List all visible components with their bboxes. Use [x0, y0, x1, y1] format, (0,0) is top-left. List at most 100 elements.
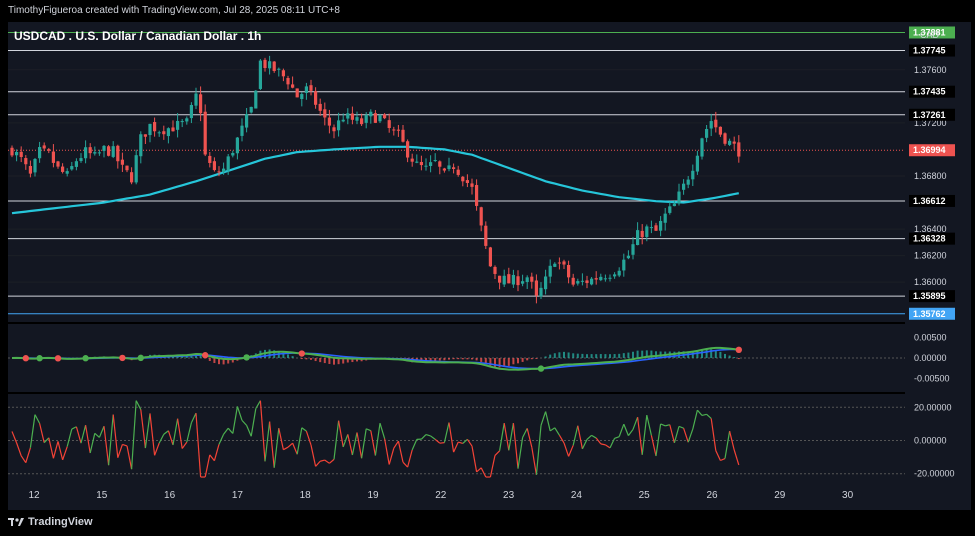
- level-label-box: [909, 290, 955, 303]
- candle-body: [254, 90, 258, 109]
- macd-cross-marker: [298, 350, 305, 357]
- momentum-segment: [558, 434, 565, 444]
- chart-frame[interactable]: 1.37600 1.37200 1.36800 1.36400 1.36200 1.360…: [0, 22, 975, 510]
- macd-histogram-bar: [710, 349, 713, 358]
- momentum-segment: [706, 413, 712, 419]
- price-axis[interactable]: 1.37600 1.37200 1.36800 1.36400 1.36200 1.360…: [909, 26, 955, 479]
- candle-body: [93, 152, 97, 154]
- candle-body: [10, 147, 14, 156]
- momentum-segment: [595, 437, 602, 445]
- momentum-segment: [296, 427, 303, 455]
- momentum-segment: [388, 448, 395, 465]
- momentum-segment: [85, 425, 91, 454]
- macd-histogram-bar: [503, 358, 506, 367]
- macd-histogram-bar: [300, 358, 303, 360]
- momentum-segment: [80, 425, 87, 444]
- price-pane-background: [8, 22, 905, 322]
- ema-series-line: [11, 145, 740, 215]
- macd-histogram-bar: [544, 356, 547, 358]
- momentum-segment: [733, 449, 740, 466]
- candle-body: [383, 114, 387, 119]
- macd-cross-marker: [119, 354, 126, 362]
- candle-body: [88, 147, 92, 154]
- macd-histogram-bar: [213, 358, 216, 363]
- candle-body: [442, 168, 446, 171]
- macd-histogram-bar: [576, 353, 579, 358]
- macd-histogram-bar: [199, 355, 202, 358]
- momentum-segment: [420, 434, 427, 440]
- candle-body: [249, 106, 253, 113]
- momentum-segment: [466, 438, 473, 447]
- time-tick-label: 15: [96, 490, 108, 501]
- price-tick-label: 1.36400: [914, 224, 947, 234]
- price-tick-label: 1.37200: [914, 118, 947, 128]
- time-axis[interactable]: 12 15 16 17 18 19 22 23 24 25 26 29 30: [28, 490, 853, 501]
- candle-body: [622, 259, 626, 271]
- momentum-segment: [71, 426, 77, 430]
- momentum-segment: [347, 434, 353, 456]
- candle-body: [387, 120, 391, 129]
- candle-body: [465, 180, 469, 184]
- momentum-segment: [232, 406, 238, 434]
- momentum-segment: [135, 400, 142, 410]
- candle-body: [116, 145, 120, 162]
- macd-histogram-bar: [471, 358, 473, 360]
- tradingview-brand: TradingView: [28, 516, 93, 528]
- candle-body: [603, 278, 607, 280]
- momentum-segment: [623, 423, 629, 436]
- candle-body: [189, 104, 193, 119]
- tradingview-logo[interactable]: TradingView: [8, 516, 93, 528]
- candle-body: [392, 129, 396, 131]
- momentum-segment: [66, 428, 73, 447]
- candle-body: [203, 111, 207, 155]
- candle-body: [176, 120, 180, 130]
- macd-histogram-bar: [222, 358, 225, 365]
- momentum-segment: [204, 454, 211, 478]
- candle-body: [737, 142, 741, 157]
- candle-body: [148, 123, 152, 136]
- level-label: 1.36328: [913, 234, 946, 244]
- momentum-segment: [246, 425, 252, 437]
- momentum-segment: [545, 411, 551, 432]
- macd-histogram-bar: [696, 350, 699, 358]
- candle-body: [654, 225, 658, 231]
- momentum-segment: [581, 439, 588, 450]
- momentum-segment: [108, 414, 114, 466]
- candle-body: [65, 171, 69, 174]
- candle-body: [56, 161, 60, 167]
- time-tick-label: 26: [706, 490, 718, 501]
- macd-histogram-bar: [655, 351, 657, 358]
- macd-histogram-bar: [650, 350, 653, 358]
- candle-body: [438, 161, 442, 167]
- macd-histogram-bar: [563, 351, 565, 358]
- macd-histogram-bar: [333, 358, 335, 365]
- momentum-segment: [627, 429, 634, 436]
- momentum-segment: [324, 459, 330, 464]
- candle-body: [406, 141, 410, 158]
- candle-body: [511, 274, 515, 285]
- candle-body: [157, 132, 161, 134]
- candle-body: [548, 265, 552, 277]
- momentum-segment: [34, 414, 41, 424]
- candle-body: [617, 270, 621, 276]
- candle-body: [525, 277, 529, 282]
- candle-body: [373, 113, 377, 123]
- chart-credit-bar: TimothyFigueroa created with TradingView…: [0, 0, 975, 22]
- macd-histogram-bar: [231, 358, 234, 363]
- candle-body: [212, 161, 216, 171]
- candle-body: [718, 126, 722, 135]
- macd-histogram-bar: [733, 357, 736, 358]
- momentum-segment: [11, 431, 18, 444]
- candle-body: [240, 125, 244, 136]
- macd-histogram-bar: [595, 354, 598, 358]
- macd-histogram-bar: [517, 358, 519, 364]
- support-resistance-lines[interactable]: [8, 31, 905, 315]
- candle-body: [479, 207, 483, 226]
- momentum-segment: [43, 437, 50, 444]
- momentum-segment: [154, 442, 160, 456]
- momentum-segment: [361, 428, 367, 459]
- candle-body: [571, 277, 575, 285]
- candle-body: [304, 86, 308, 94]
- price-chart[interactable]: 1.37600 1.37200 1.36800 1.36400 1.36200 1.360…: [0, 22, 975, 510]
- momentum-segment: [673, 426, 680, 443]
